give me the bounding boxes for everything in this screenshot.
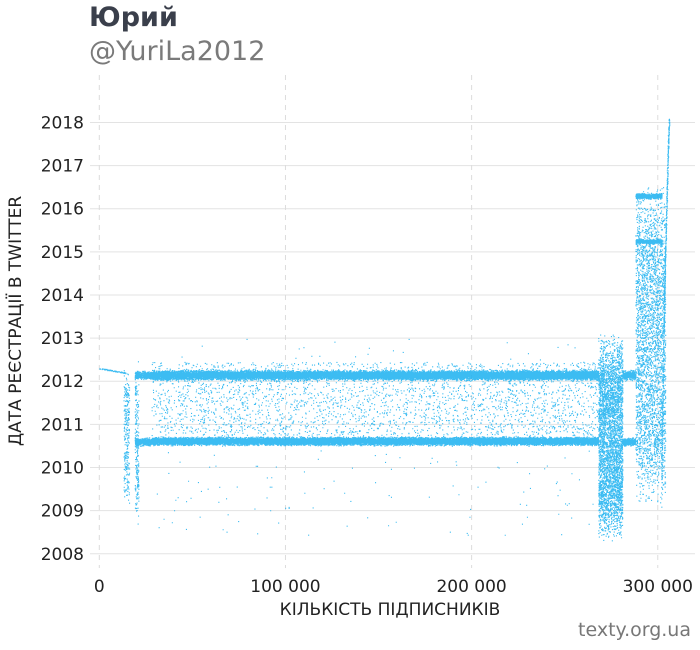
y-tick-label: 2016 [41, 200, 84, 220]
y-tick-label: 2017 [41, 157, 84, 177]
source-label: texty.org.ua [578, 619, 691, 641]
x-tick-label: 100 000 [250, 577, 320, 597]
y-tick-label: 2013 [41, 329, 84, 349]
y-tick-label: 2018 [41, 113, 84, 133]
axis-layer: 2008 2009 2010 2011 2012 2013 2014 2015 2016 2017… [5, 113, 693, 620]
y-tick-label: 2008 [41, 545, 84, 565]
y-axis-label: ДАТА РЕЄСТРАЦІЇ В TWITTER [5, 196, 26, 446]
y-tick-label: 2014 [41, 286, 84, 306]
x-tick-label: 300 000 [623, 577, 693, 597]
grid-layer [90, 75, 695, 568]
x-tick-label: 200 000 [436, 577, 506, 597]
chart-title: Юрий [89, 2, 178, 33]
x-tick-label: 0 [94, 577, 105, 597]
chart-subtitle: @YuriLa2012 [89, 36, 266, 67]
x-axis-label: КІЛЬКІСТЬ ПІДПИСНИКІВ [280, 600, 501, 620]
y-tick-label: 2015 [41, 243, 84, 263]
y-tick-label: 2009 [41, 502, 84, 522]
scatter-points [99, 118, 671, 542]
y-tick-label: 2012 [41, 372, 84, 392]
y-tick-label: 2010 [41, 459, 84, 479]
points-layer [99, 118, 671, 542]
y-tick-label: 2011 [41, 415, 84, 435]
